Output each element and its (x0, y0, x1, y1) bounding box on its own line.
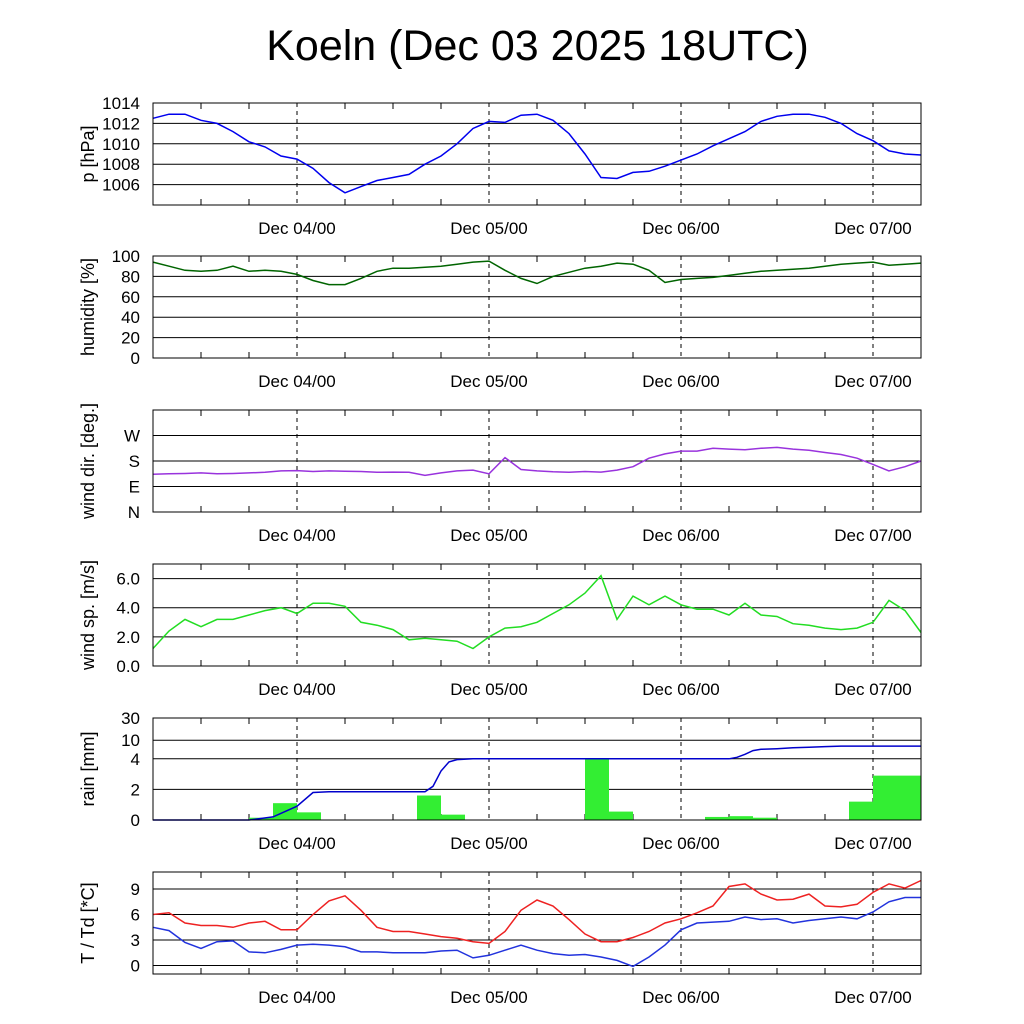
y-tick-label: 1008 (102, 155, 140, 174)
x-tick-label: Dec 04/00 (258, 219, 336, 238)
y-tick-label: 100 (112, 247, 140, 266)
y-tick-label: E (129, 478, 140, 497)
y-tick-label: 1006 (102, 176, 140, 195)
rain-bar (849, 801, 873, 820)
x-tick-label: Dec 05/00 (450, 526, 528, 545)
temperature-line (152, 879, 922, 945)
x-tick-label: Dec 04/00 (258, 988, 336, 1007)
x-tick-label: Dec 07/00 (834, 219, 912, 238)
x-tick-label: Dec 07/00 (834, 526, 912, 545)
plot-frame (152, 102, 922, 206)
wind-speed-panel: 0.0 2.0 4.0 6.0 Dec 04/00 Dec 05/00 Dec 06/00 D… (78, 560, 922, 699)
y-tick-label: 0.0 (116, 657, 140, 676)
rain-bar (897, 775, 921, 820)
x-tick-label: Dec 07/00 (834, 988, 912, 1007)
y-tick-label: 4.0 (116, 599, 140, 618)
y-tick-label: 1012 (102, 114, 140, 133)
x-tick-label: Dec 06/00 (642, 988, 720, 1007)
y-tick-label: 0 (131, 811, 140, 830)
y-tick-label: 10 (121, 731, 140, 750)
y-tick-label: 2 (131, 780, 140, 799)
plot-frame (152, 255, 922, 359)
wind_direction-line (152, 446, 922, 477)
x-tick-label: Dec 06/00 (642, 372, 720, 391)
y-axis-label: humidity [%] (78, 258, 98, 356)
y-tick-label: 1010 (102, 135, 140, 154)
x-tick-label: Dec 07/00 (834, 834, 912, 853)
y-tick-label: 1014 (102, 94, 140, 113)
pressure-line (152, 113, 922, 194)
x-tick-label: Dec 06/00 (642, 834, 720, 853)
rain-bar (441, 814, 465, 820)
y-tick-label: 6 (131, 906, 140, 925)
rain-accumulation-line (153, 745, 921, 821)
x-tick-label: Dec 05/00 (450, 680, 528, 699)
x-tick-label: Dec 04/00 (258, 526, 336, 545)
y-tick-label: W (124, 427, 140, 446)
x-tick-label: Dec 05/00 (450, 372, 528, 391)
rain-bar (297, 812, 321, 820)
plot-frame (152, 409, 922, 513)
x-tick-label: Dec 05/00 (450, 988, 528, 1007)
y-tick-label: 3 (131, 931, 140, 950)
y-tick-label: 20 (121, 329, 140, 348)
x-tick-label: Dec 05/00 (450, 834, 528, 853)
x-tick-label: Dec 04/00 (258, 372, 336, 391)
y-tick-label: 6.0 (116, 570, 140, 589)
x-tick-label: Dec 06/00 (642, 219, 720, 238)
plot-frame (152, 563, 922, 667)
wind_speed-line (152, 574, 922, 650)
y-axis-label: wind dir. [deg.] (78, 403, 98, 520)
y-tick-label: 40 (121, 308, 140, 327)
y-axis-label: p [hPa] (78, 125, 98, 182)
y-axis-label: T / Td [*C] (78, 882, 98, 963)
rain-bar (753, 817, 777, 820)
rain-bar (609, 811, 633, 820)
humidity-line (152, 260, 922, 286)
rain-bar (705, 816, 729, 820)
rain-bar (873, 775, 897, 820)
x-tick-label: Dec 07/00 (834, 372, 912, 391)
y-tick-label: 4 (131, 750, 140, 769)
y-tick-label: 30 (121, 709, 140, 728)
plot-frame (152, 717, 922, 821)
y-axis-label: rain [mm] (78, 731, 98, 806)
y-tick-label: 60 (121, 288, 140, 307)
x-tick-label: Dec 06/00 (642, 680, 720, 699)
y-tick-label: 80 (121, 267, 140, 286)
x-tick-label: Dec 04/00 (258, 680, 336, 699)
plot-frame (152, 871, 922, 975)
dewpoint-line (152, 896, 921, 968)
x-tick-label: Dec 07/00 (834, 680, 912, 699)
y-tick-label: N (128, 503, 140, 522)
rain-bar (729, 816, 753, 820)
temperature-panel: 0 3 6 9 Dec 04/00 Dec 05/00 Dec 06/00 Dec 07/00… (78, 871, 922, 1007)
y-tick-label: 9 (131, 880, 140, 899)
x-tick-label: Dec 06/00 (642, 526, 720, 545)
rain-panel: 0 2 410 30 Dec 04/00 Dec 05/00 Dec 06/00 Dec 07… (78, 709, 922, 853)
y-tick-label: 0 (131, 957, 140, 976)
x-tick-label: Dec 04/00 (258, 834, 336, 853)
rain-bar (585, 758, 609, 820)
chart-title: Koeln (Dec 03 2025 18UTC) (266, 22, 809, 70)
y-axis-label: wind sp. [m/s] (78, 560, 98, 671)
y-tick-label: 0 (131, 349, 140, 368)
y-tick-label: S (129, 452, 140, 471)
rain-bar (417, 795, 441, 820)
y-tick-label: 2.0 (116, 628, 140, 647)
x-tick-label: Dec 05/00 (450, 219, 528, 238)
